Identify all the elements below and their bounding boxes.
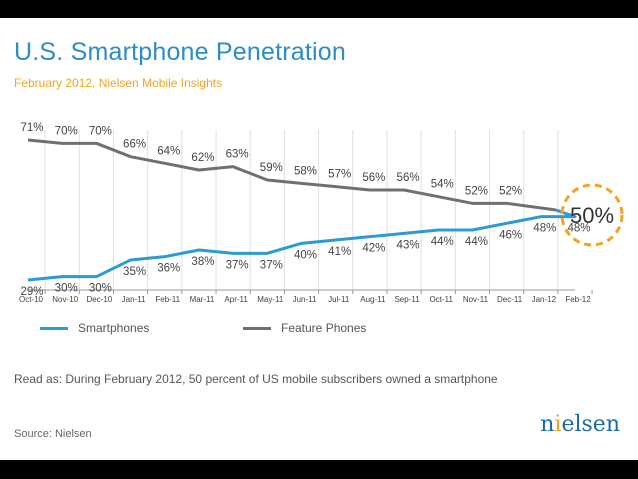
- smartphones-data-label: 48%: [567, 223, 590, 235]
- x-tick-label: May-11: [257, 295, 284, 304]
- smartphones-data-label: 42%: [362, 243, 385, 255]
- line-chart: Oct-10 Nov-10 Dec-10 Jan-11 Feb-11 Mar-11 Apr-…: [19, 122, 624, 304]
- feature-phones-data-label: 56%: [397, 172, 420, 184]
- feature-phones-data-label: 64%: [157, 145, 180, 157]
- x-tick-label: Jun-11: [293, 295, 317, 304]
- feature-phones-data-label: 62%: [191, 152, 214, 164]
- x-tick-label: Mar-11: [190, 295, 215, 304]
- smartphones-data-label: 44%: [465, 236, 488, 248]
- smartphones-data-label: 37%: [226, 259, 249, 271]
- x-tick-label: Aug-11: [360, 295, 386, 304]
- chart-title: U.S. Smartphone Penetration: [14, 38, 346, 66]
- smartphones-data-label: 38%: [191, 256, 214, 268]
- feature-phones-data-label: 70%: [55, 125, 78, 137]
- feature-phones-data-label: 70%: [89, 125, 112, 137]
- smartphones-data-label: 48%: [533, 223, 556, 235]
- highlight-label: 50%: [570, 203, 614, 228]
- x-tick-label: Oct-11: [430, 295, 454, 304]
- nielsen-logo: nielsen: [540, 412, 620, 437]
- legend-swatch-smartphones: [40, 326, 68, 330]
- x-axis: Oct-10 Nov-10 Dec-10 Jan-11 Feb-11 Mar-11 Apr-…: [19, 289, 593, 304]
- series-line-smartphones: [27, 208, 577, 282]
- x-tick-label: Jan-12: [532, 295, 557, 304]
- smartphones-data-label: 44%: [431, 236, 454, 248]
- smartphones-data-label: 41%: [328, 246, 351, 258]
- x-tick-label: Dec-10: [86, 295, 112, 304]
- x-tick-label: Oct-10: [19, 295, 44, 304]
- x-tick-label: Dec-11: [497, 295, 523, 304]
- legend-swatch-feature-phones: [243, 326, 271, 330]
- smartphones-data-label: 29%: [20, 286, 43, 298]
- feature-phones-data-label: 52%: [499, 185, 522, 197]
- feature-phones-data-label: 56%: [362, 172, 385, 184]
- x-tick-label: Jul-11: [328, 295, 350, 304]
- x-tick-label: Nov-10: [52, 295, 78, 304]
- legend-label-smartphones: Smartphones: [78, 321, 150, 335]
- legend-smartphones: Smartphones: [40, 321, 149, 335]
- smartphones-data-label: 35%: [123, 266, 146, 278]
- feature-phones-data-label: 54%: [431, 179, 454, 191]
- x-tick-label: Feb-11: [155, 295, 180, 304]
- series-line-feature-phones: [27, 138, 557, 212]
- reading-note: Read as: During February 2012, 50 percen…: [14, 372, 498, 386]
- feature-phones-data-label: 63%: [226, 149, 249, 161]
- feature-phones-data-label: 66%: [123, 139, 146, 151]
- smartphones-data-label: 30%: [55, 283, 78, 295]
- smartphones-data-label: 37%: [260, 259, 283, 271]
- smartphones-data-label: 36%: [157, 263, 180, 275]
- x-tick-label: Apr-11: [224, 295, 248, 304]
- feature-phones-data-label: 59%: [260, 162, 283, 174]
- data-labels: 29% 30% 30% 35% 36% 38% 37% 37% 40% 41% 42% 43% 44% 4…: [20, 122, 624, 298]
- smartphones-data-label: 30%: [89, 283, 112, 295]
- highlight-circle: [560, 183, 624, 247]
- x-tick-label: Feb-12: [565, 295, 591, 304]
- feature-phones-data-label: 57%: [328, 169, 351, 181]
- feature-phones-data-label: 58%: [294, 165, 317, 177]
- slide: U.S. Smartphone Penetration February 201…: [0, 18, 638, 460]
- x-tick-label: Nov-11: [463, 295, 489, 304]
- chart-grid: [44, 130, 559, 290]
- smartphones-data-label: 40%: [294, 249, 317, 261]
- x-tick-label: Jan-11: [122, 295, 146, 304]
- chart-subtitle: February 2012, Nielsen Mobile Insights: [14, 76, 223, 90]
- legend-feature-phones: Feature Phones: [243, 321, 366, 335]
- smartphones-data-label: 46%: [499, 229, 522, 241]
- feature-phones-data-label: 52%: [465, 185, 488, 197]
- x-tick-label: Sep-11: [394, 295, 420, 304]
- source-text: Source: Nielsen: [14, 428, 92, 440]
- legend-label-feature-phones: Feature Phones: [281, 321, 367, 335]
- feature-phones-data-label: 71%: [20, 122, 43, 134]
- smartphones-data-label: 43%: [397, 239, 420, 251]
- chart-lines: [27, 138, 577, 282]
